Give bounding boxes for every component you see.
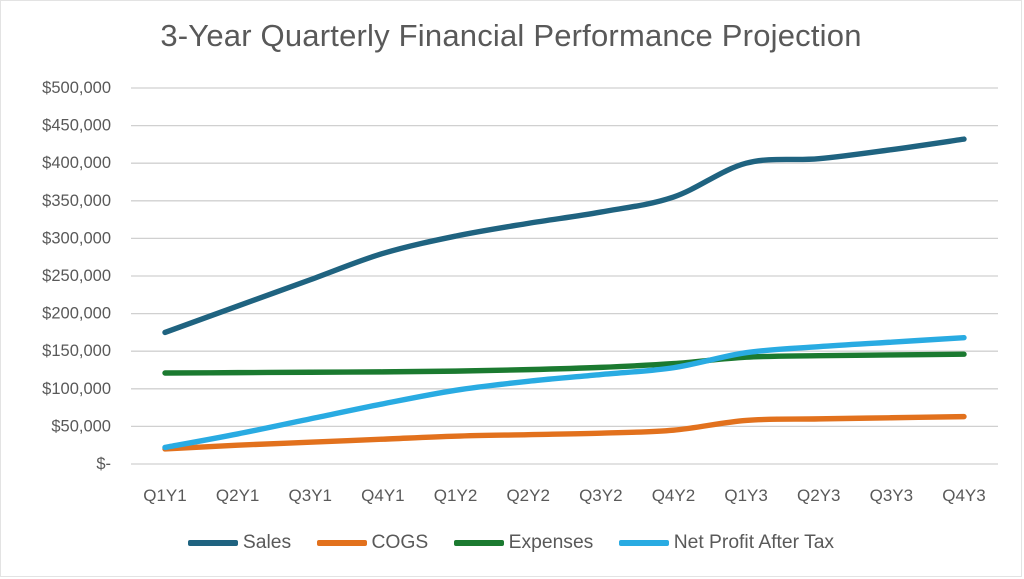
svg-text:Q1Y2: Q1Y2 bbox=[434, 486, 477, 505]
svg-text:Q1Y3: Q1Y3 bbox=[724, 486, 767, 505]
svg-text:$300,000: $300,000 bbox=[42, 229, 111, 247]
svg-text:Q4Y1: Q4Y1 bbox=[361, 486, 404, 505]
svg-text:Q2Y1: Q2Y1 bbox=[216, 486, 259, 505]
svg-text:Q4Y3: Q4Y3 bbox=[942, 486, 985, 505]
svg-text:$400,000: $400,000 bbox=[42, 154, 111, 172]
svg-text:Q1Y1: Q1Y1 bbox=[143, 486, 186, 505]
svg-text:Q4Y2: Q4Y2 bbox=[652, 486, 695, 505]
svg-text:$350,000: $350,000 bbox=[42, 192, 111, 210]
svg-text:$200,000: $200,000 bbox=[42, 305, 111, 323]
svg-text:$-: $- bbox=[96, 455, 111, 473]
svg-text:$500,000: $500,000 bbox=[42, 79, 111, 97]
svg-text:$100,000: $100,000 bbox=[42, 380, 111, 398]
svg-text:Q3Y1: Q3Y1 bbox=[289, 486, 332, 505]
svg-text:Q2Y3: Q2Y3 bbox=[797, 486, 840, 505]
svg-text:Q3Y3: Q3Y3 bbox=[870, 486, 913, 505]
svg-text:Q3Y2: Q3Y2 bbox=[579, 486, 622, 505]
svg-text:$450,000: $450,000 bbox=[42, 117, 111, 135]
svg-text:Q2Y2: Q2Y2 bbox=[506, 486, 549, 505]
svg-text:$250,000: $250,000 bbox=[42, 267, 111, 285]
svg-text:$50,000: $50,000 bbox=[51, 417, 111, 435]
svg-text:$150,000: $150,000 bbox=[42, 342, 111, 360]
